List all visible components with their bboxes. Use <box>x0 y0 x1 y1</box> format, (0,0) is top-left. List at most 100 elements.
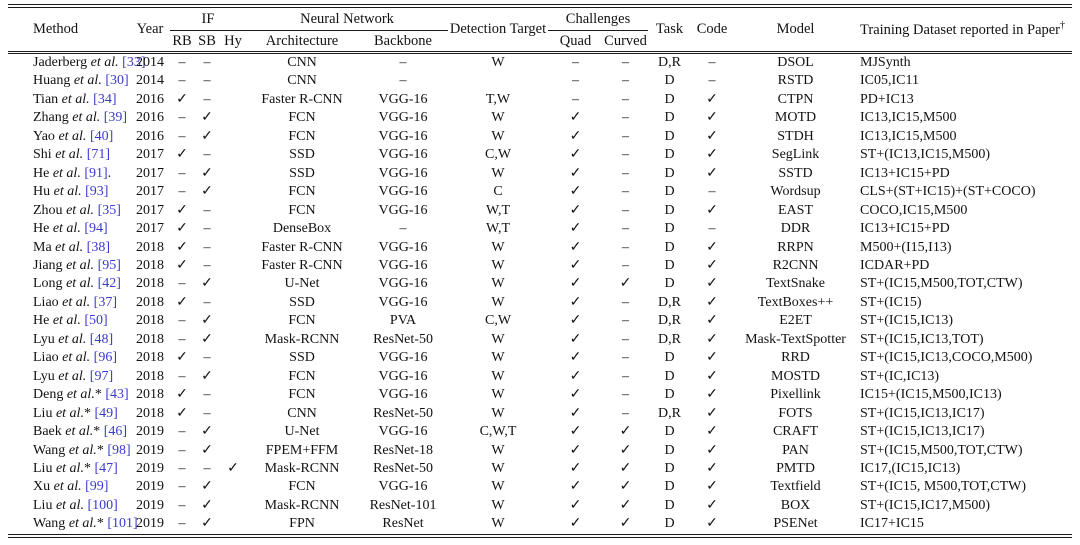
model-cell: DDR <box>780 221 811 237</box>
citation-link[interactable]: [43] <box>105 387 129 403</box>
star-marker: * <box>83 460 91 476</box>
citation-link[interactable]: [34] <box>93 91 117 107</box>
author-name: Wang <box>33 442 66 458</box>
rb-cell: ✓ <box>176 239 188 255</box>
rb-cell: – <box>178 165 186 181</box>
rb-cell: – <box>178 497 186 513</box>
post-text: . <box>107 165 112 181</box>
rb-cell: – <box>178 442 186 458</box>
quad-cell: ✓ <box>569 239 582 255</box>
citation-link[interactable]: [39] <box>103 110 128 126</box>
year-cell: 2016 <box>136 128 164 144</box>
citation-link[interactable]: [48] <box>89 331 114 347</box>
model-cell: PSENet <box>773 516 818 532</box>
code-cell: ✓ <box>706 313 718 329</box>
citation-link[interactable]: [38] <box>86 239 110 255</box>
rb-cell: ✓ <box>176 294 188 310</box>
architecture-cell: Faster R-CNN <box>261 91 343 107</box>
task-cell: D,R <box>658 331 681 347</box>
backbone-cell: VGG-16 <box>378 239 428 255</box>
method-cell: Baek et al.* [46] <box>8 423 130 441</box>
citation-link[interactable]: [94] <box>84 221 108 237</box>
author-name: Long <box>33 276 63 292</box>
citation-link[interactable]: [93] <box>85 184 109 200</box>
citation-link[interactable]: [71] <box>86 147 111 163</box>
backbone-cell: VGG-16 <box>378 128 428 144</box>
sb-cell: – <box>203 460 211 476</box>
task-cell: D,R <box>658 294 681 310</box>
code-cell: ✓ <box>706 387 718 403</box>
method-cell: He et al. [50] <box>8 312 130 330</box>
et-al-text: et al. <box>66 387 95 403</box>
quad-cell: ✓ <box>569 460 582 476</box>
citation-link[interactable]: [40] <box>89 128 114 144</box>
method-cell: He et al. [94] <box>8 220 130 238</box>
et-al-text: et al. <box>58 331 87 347</box>
et-al-text: et al. <box>66 202 95 218</box>
author-name: Liu <box>33 405 53 421</box>
citation-link[interactable]: [33] <box>122 55 146 70</box>
citation-link[interactable]: [95] <box>97 257 121 273</box>
citation-link[interactable]: [98] <box>107 442 131 458</box>
citation-link[interactable]: [91] <box>84 165 108 181</box>
citation-link[interactable]: [35] <box>97 202 121 218</box>
citation-link[interactable]: [99] <box>85 479 109 495</box>
header-backbone: Backbone <box>374 32 432 49</box>
hy-cell <box>220 146 246 164</box>
citation-link[interactable]: [30] <box>105 73 129 89</box>
code-cell: ✓ <box>706 479 718 495</box>
hy-cell <box>220 515 246 535</box>
citation-link[interactable]: [42] <box>97 276 121 292</box>
citation-link[interactable]: [37] <box>93 294 117 310</box>
task-cell: D <box>664 184 675 200</box>
header-code: Code <box>696 21 728 37</box>
model-cell: SegLink <box>771 147 820 163</box>
quad-cell: ✓ <box>569 331 582 347</box>
detection-target-cell: W <box>491 276 505 292</box>
quad-cell: ✓ <box>569 165 582 181</box>
code-cell: ✓ <box>706 442 718 458</box>
citation-link[interactable]: [46] <box>103 424 128 440</box>
task-cell: D <box>664 91 675 107</box>
training-dataset-cell: ST+(IC15,IC13) <box>860 313 954 329</box>
author-name: Wang <box>33 516 66 532</box>
method-cell: Ma et al. [38] <box>8 239 130 257</box>
year-cell: 2017 <box>136 184 164 200</box>
backbone-cell: VGG-16 <box>378 147 428 163</box>
architecture-cell: CNN <box>287 73 317 89</box>
task-cell: D <box>664 460 675 476</box>
citation-link[interactable]: [96] <box>93 350 117 366</box>
method-cell: Deng et al.* [43] <box>8 386 130 404</box>
architecture-cell: FCN <box>288 110 316 126</box>
architecture-cell: Faster R-CNN <box>261 239 343 255</box>
hy-cell <box>220 53 246 73</box>
et-al-text: et al. <box>58 128 87 144</box>
code-cell: ✓ <box>706 257 718 273</box>
author-name: Tian <box>33 91 59 107</box>
architecture-cell: FCN <box>288 479 316 495</box>
citation-link[interactable]: [50] <box>84 313 108 329</box>
rb-cell: ✓ <box>176 221 188 237</box>
header-curved: Curved <box>604 32 647 49</box>
citation-link[interactable]: [97] <box>89 368 114 384</box>
task-cell: D <box>664 257 675 273</box>
citation-link[interactable]: [47] <box>94 460 118 476</box>
et-al-text: et al. <box>66 257 95 273</box>
model-cell: Pixellink <box>770 387 821 403</box>
method-cell: Liao et al. [96] <box>8 349 130 367</box>
hy-cell <box>220 312 246 330</box>
training-dataset-cell: M500+(I15,I13) <box>860 239 952 255</box>
citation-link[interactable]: [101] <box>107 516 138 532</box>
task-cell: D <box>664 368 675 384</box>
rb-cell: ✓ <box>176 202 188 218</box>
curved-cell: – <box>622 73 630 89</box>
hy-cell <box>220 72 246 90</box>
citation-link[interactable]: [100] <box>87 497 118 513</box>
rb-cell: – <box>178 313 186 329</box>
model-cell: RSTD <box>777 73 814 89</box>
backbone-cell: PVA <box>389 313 417 329</box>
code-cell: ✓ <box>706 165 718 181</box>
citation-link[interactable]: [49] <box>94 405 118 421</box>
architecture-cell: Mask-RCNN <box>264 497 340 513</box>
et-al-text: et al. <box>90 55 119 70</box>
